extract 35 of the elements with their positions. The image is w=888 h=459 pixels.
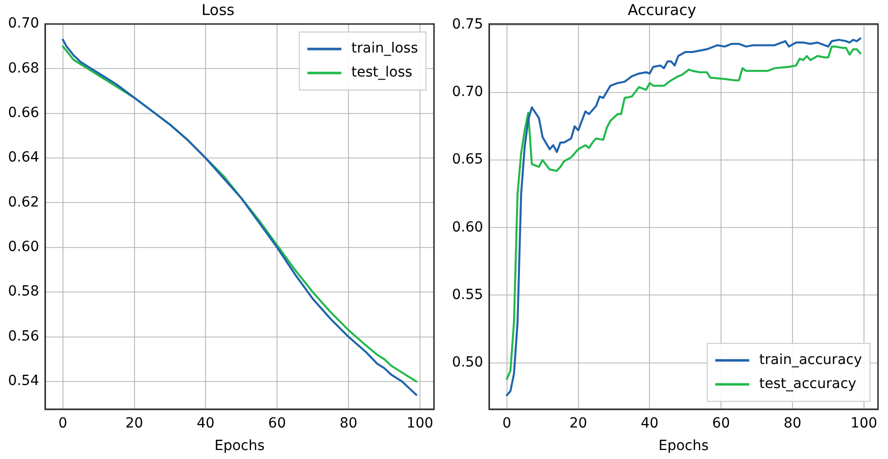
y-tick-label: 0.62 [8,194,40,210]
legend-label: test_accuracy [759,376,856,392]
y-tick-label: 0.70 [452,84,484,100]
x-tick-label: 40 [640,415,659,432]
y-tick-label: 0.68 [8,60,40,76]
y-tick-label: 0.54 [8,373,40,390]
y-tick-label: 0.60 [8,239,40,256]
y-tick-label: 0.70 [8,16,40,32]
y-tick-label: 0.50 [452,354,484,370]
chart-title: Loss [202,0,235,19]
x-tick-label: 20 [125,415,144,432]
chart-title: Accuracy [628,0,696,19]
legend-label: train_accuracy [759,352,862,368]
x-tick-label: 100 [850,415,878,432]
y-tick-label: 0.56 [8,328,40,344]
legend-label: train_loss [351,40,418,57]
x-tick-label: 20 [569,415,588,432]
x-tick-label: 80 [784,415,802,432]
y-tick-label: 0.66 [8,105,40,122]
x-axis-title: Epochs [658,438,709,454]
y-tick-label: 0.64 [8,150,40,166]
x-tick-label: 80 [340,415,358,432]
x-tick-label: 40 [196,415,215,432]
x-tick-label: 100 [406,415,434,432]
y-tick-label: 0.58 [8,284,40,300]
y-tick-label: 0.55 [452,286,484,303]
y-tick-label: 0.65 [452,152,484,168]
x-tick-label: 0 [58,415,68,432]
y-tick-label: 0.60 [452,219,484,236]
y-tick-label: 0.75 [452,16,484,33]
x-axis-title: Epochs [214,438,265,454]
legend-label: test_loss [351,64,412,81]
x-tick-label: 60 [268,415,286,432]
x-tick-label: 60 [712,415,730,432]
x-tick-label: 0 [502,415,512,432]
